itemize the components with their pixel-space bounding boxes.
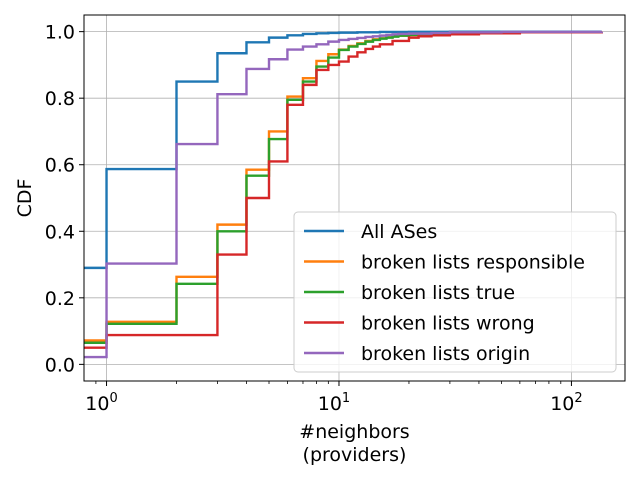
y-tick-label: 0.6: [45, 155, 75, 177]
x-tick-exponent: 2: [574, 391, 582, 406]
series-line-3: [84, 31, 603, 349]
y-axis-label: CDF: [14, 179, 36, 218]
y-tick-label: 0.0: [45, 354, 75, 376]
legend-label: All ASes: [361, 221, 437, 243]
y-tick-label: 0.2: [45, 288, 75, 310]
x-tick-base: 10: [550, 393, 574, 415]
x-axis-label-units: (providers): [303, 444, 407, 466]
series-line-4: [84, 30, 603, 359]
plot-frame: [83, 14, 626, 382]
x-tick-base: 10: [318, 393, 342, 415]
x-tick-base: 10: [85, 393, 109, 415]
y-tick-label: 1.0: [45, 22, 75, 44]
y-tick-label: 0.4: [45, 221, 75, 243]
y-tick-label: 0.8: [45, 88, 75, 110]
legend-label: broken lists origin: [361, 343, 530, 365]
x-tick-label: 101: [318, 391, 350, 415]
series-line-2: [84, 31, 603, 344]
x-tick-label: 100: [85, 391, 117, 415]
x-tick-exponent: 0: [109, 391, 117, 406]
x-tick-label: 102: [550, 391, 582, 415]
legend-label: broken lists responsible: [361, 252, 585, 274]
legend-box: [293, 211, 617, 373]
x-axis-label: #neighbors: [299, 421, 409, 443]
series-line-0: [84, 30, 603, 270]
series-lines: [84, 30, 603, 359]
legend-label: broken lists wrong: [361, 313, 535, 335]
legend-label: broken lists true: [361, 282, 515, 304]
x-tick-exponent: 1: [342, 391, 350, 406]
legend: All ASes broken lists responsible broken l…: [293, 211, 617, 373]
